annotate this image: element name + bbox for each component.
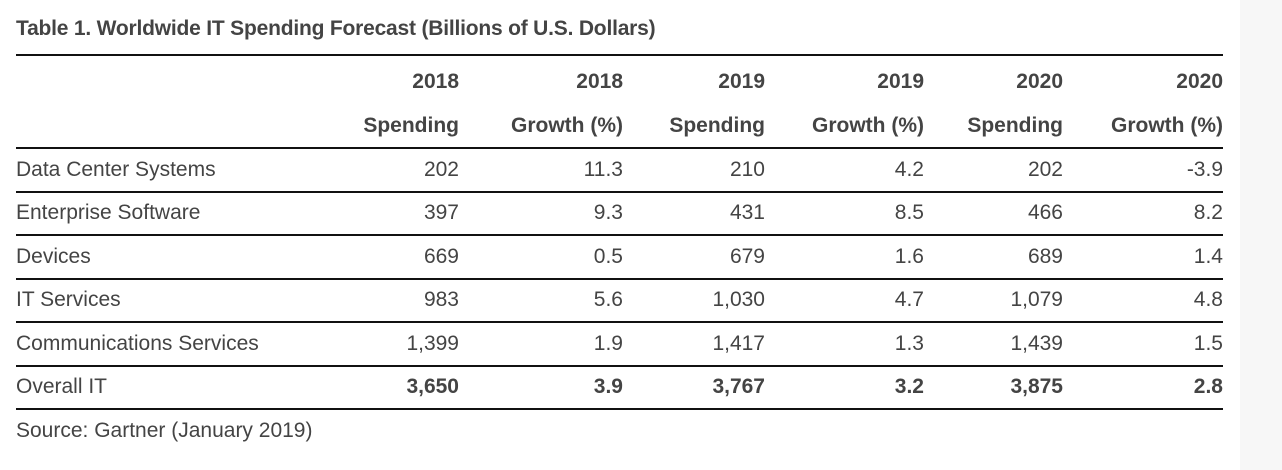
cell-2020-growth: 8.2 (1193, 201, 1223, 225)
cell-2018-spending: 202 (423, 157, 459, 181)
cell-2018-growth: 5.6 (593, 288, 623, 312)
row-label: IT Services (16, 288, 121, 312)
table-title: Table 1. Worldwide IT Spending Forecast … (16, 17, 656, 40)
cell-2018-growth: 9.3 (593, 201, 623, 225)
header-metric-2018-spending: Spending (363, 113, 459, 137)
cell-2020-growth: 4.8 (1193, 288, 1223, 312)
cell-2020-growth: 1.4 (1193, 244, 1223, 268)
row-label: Enterprise Software (16, 201, 201, 225)
cell-2020-spending: 689 (1027, 244, 1063, 268)
table-row: Enterprise Software 397 9.3 431 8.5 466 … (16, 192, 1223, 235)
header-year-2019-spending: 2019 (718, 70, 765, 93)
header-year-2018-growth: 2018 (576, 70, 623, 93)
cell-2019-growth: 8.5 (894, 201, 924, 225)
cell-2020-spending: 202 (1027, 157, 1063, 181)
header-year-2019-growth: 2019 (877, 70, 924, 93)
header-metric-2019-spending: Spending (669, 113, 765, 137)
cell-2019-spending: 679 (729, 244, 765, 268)
header-year-2020-spending: 2020 (1016, 70, 1063, 93)
cell-2018-growth: 0.5 (593, 244, 623, 268)
row-label: Overall IT (16, 375, 108, 399)
header-year-2020-growth: 2020 (1176, 70, 1223, 93)
cell-2018-growth: 1.9 (593, 331, 623, 355)
cell-2020-growth: 2.8 (1193, 375, 1223, 399)
cell-2019-growth: 1.3 (894, 331, 924, 355)
cell-2019-spending: 1,417 (712, 331, 765, 355)
header-metric-2018-growth: Growth (%) (511, 113, 623, 137)
header-metric-2020-spending: Spending (967, 113, 1063, 137)
it-spending-table: 2018 2018 2019 2019 2020 2020 Spending G… (16, 54, 1223, 410)
table-body: Data Center Systems 202 11.3 210 4.2 202… (16, 148, 1223, 409)
cell-2018-spending: 983 (423, 288, 459, 312)
table-row: IT Services 983 5.6 1,030 4.7 1,079 4.8 (16, 279, 1223, 322)
cell-2019-spending: 210 (729, 157, 765, 181)
cell-2018-spending: 397 (423, 201, 459, 225)
cell-2019-spending: 431 (729, 201, 765, 225)
cell-2018-spending: 1,399 (406, 331, 459, 355)
row-label: Devices (16, 244, 91, 268)
cell-2018-growth: 11.3 (583, 157, 623, 181)
cell-2019-growth: 3.2 (894, 375, 924, 399)
header-year-label (16, 55, 351, 104)
cell-2020-spending: 3,875 (1010, 375, 1063, 399)
table-row-total: Overall IT 3,650 3.9 3,767 3.2 3,875 2.8 (16, 366, 1223, 409)
cell-2018-growth: 3.9 (593, 375, 623, 399)
cell-2018-spending: 3,650 (406, 375, 459, 399)
table-row: Devices 669 0.5 679 1.6 689 1.4 (16, 235, 1223, 279)
cell-2020-growth: -3.9 (1186, 157, 1223, 181)
document-page: Table 1. Worldwide IT Spending Forecast … (16, 17, 1223, 442)
cell-2019-growth: 1.6 (894, 244, 924, 268)
cell-2019-spending: 3,767 (712, 375, 765, 399)
table-row: Communications Services 1,399 1.9 1,417 … (16, 322, 1223, 366)
cell-2020-spending: 1,439 (1010, 331, 1063, 355)
cell-2020-spending: 466 (1027, 201, 1063, 225)
cell-2020-spending: 1,079 (1010, 288, 1063, 312)
cell-2019-growth: 4.2 (894, 157, 924, 181)
header-row-metrics: Spending Growth (%) Spending Growth (%) … (16, 104, 1223, 148)
header-metric-2019-growth: Growth (%) (812, 113, 924, 137)
cell-2018-spending: 669 (423, 244, 459, 268)
cell-2019-growth: 4.7 (894, 288, 924, 312)
header-metric-2020-growth: Growth (%) (1111, 113, 1223, 137)
table-row: Data Center Systems 202 11.3 210 4.2 202… (16, 148, 1223, 192)
row-label: Data Center Systems (16, 157, 216, 181)
header-metric-label (16, 104, 351, 148)
row-label: Communications Services (16, 331, 259, 355)
source-note: Source: Gartner (January 2019) (16, 419, 313, 442)
cell-2020-growth: 1.5 (1193, 331, 1223, 355)
cell-2019-spending: 1,030 (712, 288, 765, 312)
header-row-years: 2018 2018 2019 2019 2020 2020 (16, 55, 1223, 104)
header-year-2018-spending: 2018 (412, 70, 459, 93)
table-header: 2018 2018 2019 2019 2020 2020 Spending G… (16, 55, 1223, 148)
